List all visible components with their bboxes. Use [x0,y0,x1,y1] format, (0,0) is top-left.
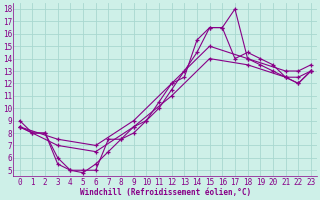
X-axis label: Windchill (Refroidissement éolien,°C): Windchill (Refroidissement éolien,°C) [80,188,251,197]
